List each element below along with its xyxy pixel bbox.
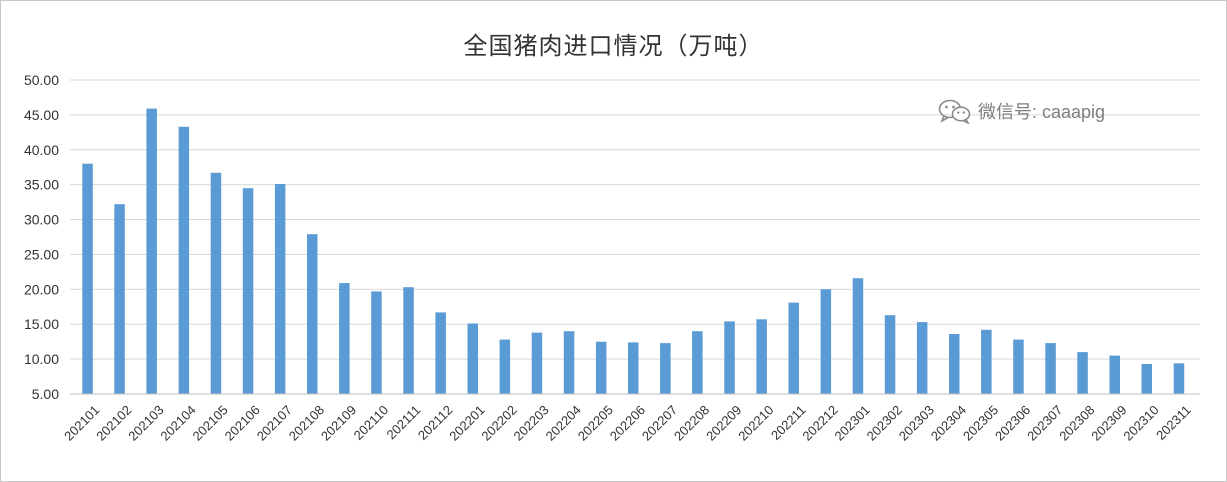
y-tick-label: 40.00 <box>24 142 59 158</box>
wechat-icon <box>938 99 971 124</box>
x-tick-label: 202101 <box>61 402 102 443</box>
y-axis-ticks: 5.00 10.00 15.00 20.00 25.00 30.00 35.00 40.00 4… <box>24 72 59 402</box>
x-tick-label: 202307 <box>1024 402 1065 443</box>
bar-202301 <box>852 278 864 394</box>
bar-202212 <box>820 289 832 394</box>
bar-202211 <box>788 302 799 394</box>
x-tick-label: 202111 <box>383 402 423 442</box>
bar-202102 <box>114 204 125 394</box>
y-tick-label: 15.00 <box>24 316 59 332</box>
bar-202308 <box>1077 352 1088 394</box>
x-tick-label: 202108 <box>286 402 327 443</box>
bar-202305 <box>981 329 992 394</box>
watermark: 微信号: caaapig <box>938 98 1105 124</box>
bar-202310 <box>1141 364 1152 394</box>
x-tick-label: 202205 <box>575 402 616 443</box>
bar-202112 <box>435 312 446 394</box>
x-tick-label: 202305 <box>960 402 1001 443</box>
x-tick-label: 202204 <box>543 402 584 443</box>
bar-202302 <box>884 315 896 394</box>
bar-202101 <box>82 163 93 394</box>
bar-202111 <box>403 287 414 394</box>
x-tick-label: 202209 <box>703 402 744 443</box>
x-tick-label: 202303 <box>896 402 937 443</box>
x-axis-ticks: 2021012021022021032021042021052021062021… <box>61 402 1194 443</box>
x-tick-label: 202105 <box>190 402 231 443</box>
x-tick-label: 202110 <box>351 402 392 443</box>
x-tick-label: 202206 <box>607 402 648 443</box>
y-tick-label: 25.00 <box>24 246 59 262</box>
bar-202309 <box>1109 355 1120 394</box>
bar-202207 <box>660 343 671 394</box>
x-tick-label: 202212 <box>799 402 840 443</box>
bar-202210 <box>756 319 767 394</box>
x-tick-label: 202104 <box>157 402 198 443</box>
y-tick-label: 50.00 <box>24 72 59 88</box>
bars <box>82 108 1185 395</box>
bar-202307 <box>1045 343 1056 394</box>
x-tick-label: 202208 <box>671 402 712 443</box>
chart-title: 全国猪肉进口情况（万吨） <box>463 32 764 60</box>
x-tick-label: 202203 <box>511 402 552 443</box>
x-tick-label: 202210 <box>735 402 776 443</box>
y-tick-label: 20.00 <box>24 281 59 297</box>
bar-202110 <box>371 291 382 394</box>
bar-202108 <box>307 234 318 394</box>
y-tick-label: 5.00 <box>32 386 59 402</box>
x-tick-label: 202306 <box>992 402 1033 443</box>
bar-202109 <box>339 283 350 394</box>
x-tick-label: 202202 <box>478 402 519 443</box>
x-tick-label: 202310 <box>1120 402 1161 443</box>
bar-202311 <box>1173 363 1185 394</box>
x-tick-label: 202103 <box>125 402 166 443</box>
bar-202203 <box>531 332 543 394</box>
x-tick-label: 202109 <box>318 402 359 443</box>
grid-lines <box>70 79 1200 360</box>
x-tick-label: 202207 <box>639 402 680 443</box>
y-tick-label: 45.00 <box>24 107 59 123</box>
bar-202205 <box>595 341 607 394</box>
x-tick-label: 202308 <box>1056 402 1097 443</box>
bar-202105 <box>210 172 222 394</box>
bar-202204 <box>563 331 575 394</box>
x-tick-label: 202311 <box>1153 402 1194 443</box>
bar-202304 <box>949 334 960 394</box>
bar-202303 <box>916 322 928 394</box>
bar-202106 <box>242 188 254 394</box>
x-tick-label: 202304 <box>928 402 969 443</box>
bar-202206 <box>628 342 639 394</box>
watermark-text: 微信号: caaapig <box>978 102 1106 122</box>
bar-202209 <box>724 321 735 394</box>
bar-202208 <box>692 331 703 394</box>
x-tick-label: 202301 <box>832 402 873 443</box>
x-tick-label: 202302 <box>864 402 905 443</box>
y-tick-label: 35.00 <box>24 177 59 193</box>
x-tick-label: 202309 <box>1088 402 1129 443</box>
x-tick-label: 202106 <box>222 402 263 443</box>
bar-202104 <box>178 126 190 395</box>
x-tick-label: 202107 <box>254 402 295 443</box>
bar-202202 <box>499 339 511 394</box>
x-tick-label: 202102 <box>93 402 134 443</box>
bar-202103 <box>146 108 157 394</box>
bar-202201 <box>467 323 478 394</box>
bar-202306 <box>1013 339 1024 394</box>
bar-202107 <box>274 184 286 394</box>
x-tick-label: 202201 <box>446 402 487 443</box>
y-tick-label: 10.00 <box>24 351 59 367</box>
y-tick-label: 30.00 <box>24 212 59 228</box>
